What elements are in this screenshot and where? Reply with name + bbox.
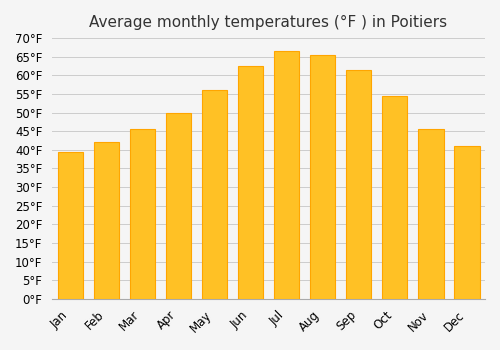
Bar [346,70,372,299]
Bar [382,96,407,299]
Title: Average monthly temperatures (°F ) in Poitiers: Average monthly temperatures (°F ) in Po… [90,15,448,30]
Bar [94,142,119,299]
Bar [310,55,336,299]
Bar [130,130,155,299]
Bar [202,90,227,299]
Bar [454,146,479,299]
Bar [238,66,263,299]
Bar [418,130,444,299]
Bar [274,51,299,299]
Bar [166,113,191,299]
Bar [58,152,83,299]
